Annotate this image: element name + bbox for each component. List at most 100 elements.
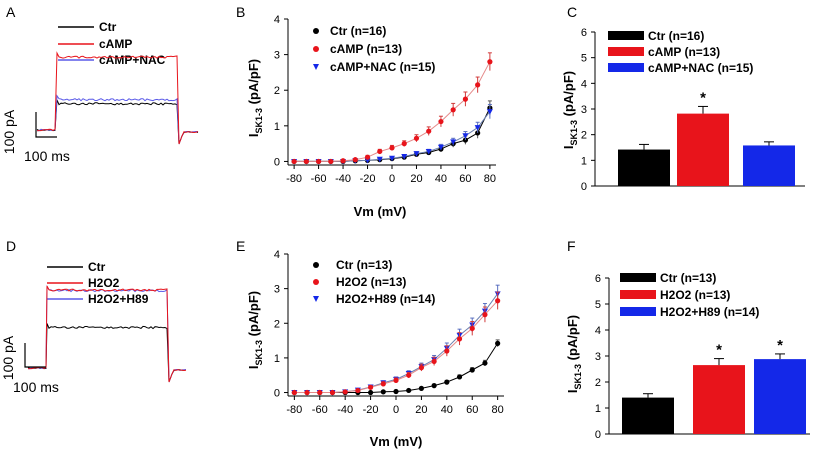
bar bbox=[743, 145, 795, 186]
series-line bbox=[294, 111, 491, 162]
panel-letter: E bbox=[236, 238, 245, 254]
legend-label: cAMP bbox=[99, 37, 132, 51]
y-axis-label: ISK1-3 (pA/pF) bbox=[565, 315, 583, 393]
data-point bbox=[342, 389, 348, 395]
data-series bbox=[291, 52, 493, 165]
data-point bbox=[406, 372, 412, 378]
legend-label: Ctr (n=16) bbox=[330, 24, 386, 38]
data-point bbox=[450, 107, 456, 113]
scale-x-label: 100 ms bbox=[13, 379, 59, 395]
trace-camp bbox=[36, 51, 199, 145]
data-point bbox=[389, 155, 395, 162]
y-tick-label: 3 bbox=[595, 351, 601, 363]
data-point bbox=[413, 135, 420, 141]
data-point bbox=[444, 379, 450, 385]
data-point bbox=[317, 389, 323, 396]
data-point bbox=[475, 82, 481, 88]
legend-label: cAMP+NAC (n=15) bbox=[330, 60, 435, 74]
y-axis-label-sub: SK1-3 bbox=[569, 120, 579, 146]
legend-label: cAMP+NAC (n=15) bbox=[648, 61, 753, 75]
y-tick-label: 1 bbox=[581, 155, 587, 167]
data-point bbox=[303, 158, 309, 165]
panel-letter: A bbox=[6, 4, 16, 20]
scale-x-label: 100 ms bbox=[24, 148, 70, 164]
series-line bbox=[294, 343, 499, 393]
x-tick-label: 40 bbox=[441, 404, 453, 416]
y-tick-label: 6 bbox=[581, 27, 587, 39]
data-point bbox=[291, 158, 297, 165]
y-axis-label-main: I bbox=[246, 365, 261, 369]
data-point bbox=[495, 298, 501, 304]
panel-b-iv-curve: B -80 -60 -40 -20 0 20 40 60 80 0 1 2 3 4 Ctr (n=16) … bbox=[236, 4, 496, 219]
y-tick-label: 2 bbox=[581, 130, 587, 142]
y-tick-label: 5 bbox=[595, 299, 601, 311]
trace-ctr bbox=[36, 99, 199, 145]
data-point bbox=[469, 367, 475, 373]
x-tick-label: -20 bbox=[360, 173, 376, 185]
legend-label: H2O2 bbox=[88, 276, 120, 290]
y-tick-label: 3 bbox=[274, 50, 280, 62]
scale-bar-line bbox=[35, 112, 57, 138]
legend: Ctr (n=16) cAMP (n=13) cAMP+NAC (n=15) bbox=[608, 29, 753, 75]
y-tick-label: 0 bbox=[595, 429, 601, 441]
y-axis-label: ISK1-3 (pA/pF) bbox=[246, 59, 264, 137]
data-point bbox=[367, 389, 374, 396]
scale-bar-line bbox=[24, 343, 46, 368]
data-point bbox=[486, 109, 493, 115]
legend-swatch bbox=[620, 307, 656, 316]
data-point bbox=[329, 389, 336, 396]
data-point bbox=[418, 365, 425, 371]
data-point bbox=[291, 389, 297, 396]
y-axis-label-unit: (pA/pF) bbox=[246, 59, 261, 108]
x-tick-label: 20 bbox=[415, 404, 427, 416]
legend-swatch bbox=[620, 290, 656, 299]
data-point bbox=[380, 389, 386, 395]
trace-camp-nac bbox=[36, 94, 199, 145]
x-tick-label: 40 bbox=[435, 173, 447, 185]
data-point bbox=[367, 384, 374, 390]
legend-label: H2O2 (n=13) bbox=[660, 288, 730, 302]
data-point bbox=[389, 145, 395, 151]
x-tick-label: -60 bbox=[312, 404, 328, 416]
legend-marker bbox=[313, 262, 319, 268]
legend-swatch bbox=[608, 63, 644, 72]
data-point bbox=[328, 158, 334, 165]
y-tick-label: 0 bbox=[274, 156, 280, 168]
data-point bbox=[437, 144, 444, 151]
data-point bbox=[482, 312, 488, 318]
legend-label: cAMP+NAC bbox=[99, 53, 166, 67]
legend-label: Ctr bbox=[99, 20, 117, 34]
y-axis-label-unit: (pA/pF) bbox=[561, 71, 576, 120]
panel-letter: D bbox=[6, 238, 16, 254]
bars: * * bbox=[622, 337, 806, 434]
x-tick-label: 60 bbox=[466, 404, 478, 416]
legend: Ctr (n=13) H2O2 (n=13) H2O2+H89 (n=14) bbox=[620, 271, 759, 319]
y-tick-label: 5 bbox=[581, 53, 587, 65]
current-traces bbox=[36, 51, 199, 145]
legend-marker bbox=[313, 279, 319, 285]
legend-label: Ctr (n=13) bbox=[660, 271, 716, 285]
panel-e-iv-curve: E -80 -60 -40 -20 0 20 40 60 80 0 1 2 3 4 Ctr (n=13) … bbox=[236, 238, 504, 449]
data-point bbox=[474, 125, 481, 131]
data-point bbox=[487, 59, 493, 65]
y-tick-label: 3 bbox=[581, 104, 587, 116]
x-tick-label: -20 bbox=[363, 404, 379, 416]
legend: Ctr (n=13) H2O2 (n=13) H2O2+H89 (n=14) bbox=[313, 258, 435, 306]
data-point bbox=[418, 385, 425, 391]
y-axis-label: ISK1-3 (pA/pF) bbox=[246, 291, 264, 369]
legend-label: Ctr bbox=[88, 260, 106, 274]
trace-h2o2 bbox=[27, 285, 187, 383]
data-point bbox=[456, 374, 463, 380]
scale-bar: 100 pA 100 ms bbox=[1, 109, 70, 164]
y-tick-label: 0 bbox=[274, 388, 280, 400]
trace-ctr bbox=[27, 323, 187, 383]
panel-letter: F bbox=[567, 238, 576, 254]
data-point bbox=[444, 348, 450, 354]
data-point bbox=[425, 148, 432, 155]
data-point bbox=[431, 358, 437, 364]
current-traces bbox=[27, 284, 187, 383]
bars: * bbox=[618, 89, 795, 186]
significance-marker: * bbox=[716, 342, 722, 359]
data-point bbox=[482, 360, 488, 366]
